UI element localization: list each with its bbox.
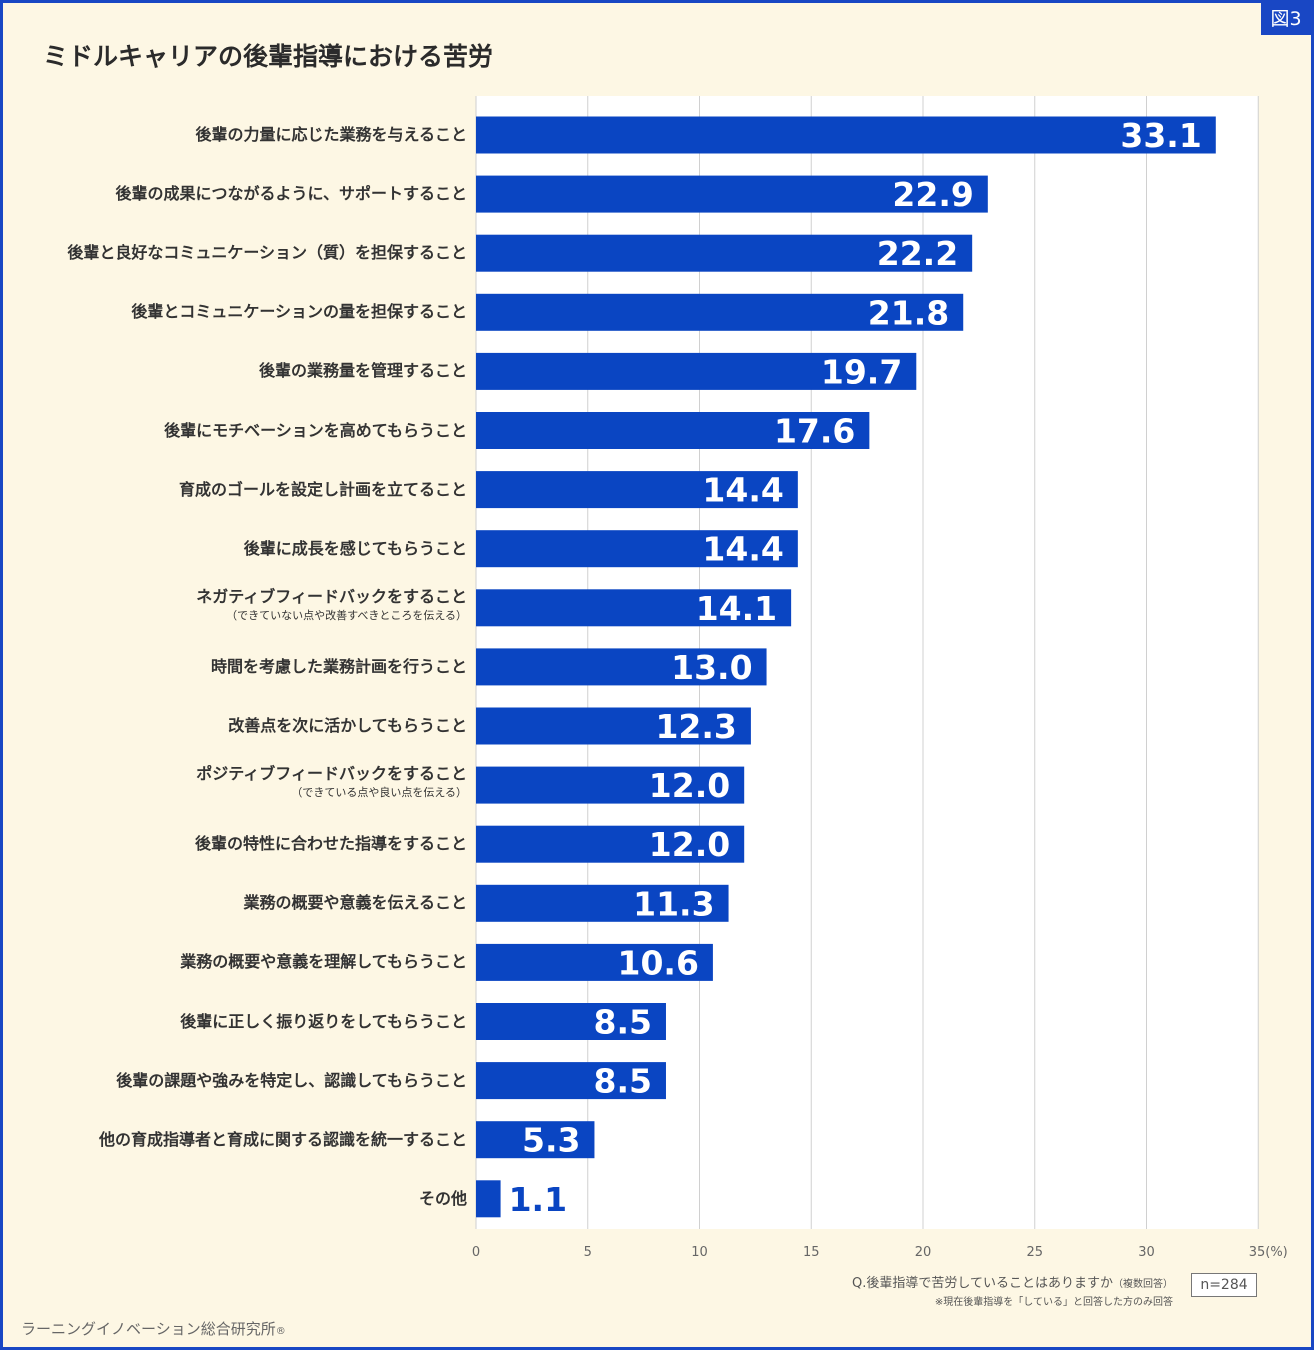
bar [476, 884, 729, 922]
bar [476, 648, 767, 686]
category-label: ポジティブフィードバックをすること （できている点や良い点を伝える） [3, 764, 467, 799]
category-label-text: ポジティブフィードバックをすること [196, 764, 467, 784]
question-note: Q.後輩指導で苦労していることはありますか（複数回答） [852, 1272, 1173, 1291]
data-label: 17.6 [774, 412, 855, 451]
source-name: ラーニングイノベーション総合研究所 [21, 1320, 276, 1338]
bar [476, 766, 745, 804]
bar [476, 707, 751, 745]
bar [476, 943, 713, 981]
bar [476, 293, 964, 331]
category-label-text: 時間を考慮した業務計画を行うこと [210, 656, 467, 676]
bar [476, 116, 1216, 154]
bar [476, 825, 745, 863]
category-label: 後輩に成長を感じてもらうこと [3, 539, 467, 558]
category-label: 業務の概要や意義を伝えること [3, 893, 467, 912]
category-sublabel: （できていない点や改善すべきところを伝える） [226, 608, 467, 622]
data-label: 22.2 [877, 234, 958, 273]
data-label: 14.1 [696, 589, 777, 628]
category-label-text: 後輩とコミュニケーションの量を担保すること [131, 302, 467, 322]
category-label: 後輩とコミュニケーションの量を担保すること [3, 302, 467, 321]
category-label-text: 後輩の力量に応じた業務を与えること [195, 125, 467, 144]
bar [476, 1003, 666, 1040]
category-label: 時間を考慮した業務計画を行うこと [3, 657, 467, 676]
question-suffix: （複数回答） [1113, 1279, 1173, 1290]
category-label-text: 後輩の課題や強みを特定し、認識してもらうこと [116, 1070, 467, 1090]
bar [476, 412, 870, 449]
category-label: 後輩にモチベーションを高めてもらうこと [3, 421, 467, 440]
category-label: 後輩の業務量を管理すること [3, 361, 467, 380]
category-label: 他の育成指導者と育成に関する認識を統一すること [3, 1130, 467, 1149]
category-label-text: 業務の概要や意義を理解してもらうこと [180, 952, 467, 972]
x-tick-label: 20 [915, 1245, 932, 1260]
category-label: 後輩の成果につながるように、サポートすること [3, 184, 467, 203]
category-label: 業務の概要や意義を理解してもらうこと [3, 952, 467, 971]
bar [476, 1062, 666, 1100]
category-label-text: 後輩に成長を感じてもらうこと [243, 538, 467, 558]
category-label: 後輩の特性に合わせた指導をすること [3, 834, 467, 853]
data-label: 21.8 [868, 293, 949, 332]
category-label: 後輩と良好なコミュニケーション（質）を担保すること [3, 243, 467, 262]
category-label: 後輩の課題や強みを特定し、認識してもらうこと [3, 1071, 467, 1090]
category-label-text: その他 [418, 1188, 467, 1208]
figure-badge: 図3 [1261, 3, 1311, 35]
sample-size-badge: n=284 [1191, 1273, 1257, 1297]
category-label: 育成のゴールを設定し計画を立てること [3, 480, 467, 499]
data-label: 13.0 [671, 648, 752, 687]
x-tick-label: 15 [803, 1245, 820, 1260]
data-label: 14.4 [702, 471, 783, 510]
bar [476, 1180, 501, 1218]
category-sublabel: （できている点や良い点を伝える） [291, 786, 467, 800]
category-label-text: 改善点を次に活かしてもらうこと [228, 716, 467, 735]
bar [476, 471, 798, 509]
category-label: 後輩に正しく振り返りをしてもらうこと [3, 1012, 467, 1031]
bar-chart: 0 5 10 15 20 25 30 35(%) 33.1 22.9 22.2 21.8 19.7 17.… [472, 96, 1288, 1260]
data-label: 12.0 [649, 825, 730, 864]
category-label-text: 後輩と良好なコミュニケーション（質）を担保すること [67, 243, 467, 263]
x-tick-label: 35(%) [1249, 1245, 1288, 1260]
data-label: 10.6 [617, 943, 698, 982]
category-label-text: 後輩の業務量を管理すること [258, 361, 467, 381]
data-label: 5.3 [522, 1121, 580, 1160]
data-label: 8.5 [594, 1003, 652, 1042]
category-label-text: 後輩にモチベーションを高めてもらうこと [164, 420, 467, 440]
bar [476, 352, 917, 390]
data-label: 22.9 [892, 175, 973, 214]
data-label: 12.0 [649, 766, 730, 805]
data-label: 11.3 [633, 884, 714, 923]
data-label: 19.7 [821, 352, 902, 391]
x-tick-label: 10 [691, 1245, 708, 1260]
bar [476, 234, 973, 272]
category-label: 後輩の力量に応じた業務を与えること [3, 125, 467, 144]
respondent-note: ※現在後輩指導を「している」と回答した方のみ回答 [934, 1297, 1173, 1308]
x-tick-label: 30 [1138, 1245, 1155, 1260]
bar [476, 589, 792, 627]
category-label-text: 他の育成指導者と育成に関する認識を統一すること [98, 1129, 467, 1149]
chart-title: ミドルキャリアの後輩指導における苦労 [43, 42, 494, 71]
source-credit: ラーニングイノベーション総合研究所® [21, 1318, 286, 1339]
category-label: 改善点を次に活かしてもらうこと [3, 716, 467, 735]
question-text: Q.後輩指導で苦労していることはありますか [852, 1276, 1113, 1291]
data-label: 12.3 [655, 707, 736, 746]
category-label-text: 後輩の特性に合わせた指導をすること [194, 834, 467, 854]
x-tick-label: 25 [1026, 1245, 1043, 1260]
category-label-text: 後輩の成果につながるように、サポートすること [115, 184, 467, 204]
bar [476, 530, 798, 568]
category-label-text: 業務の概要や意義を伝えること [243, 893, 467, 913]
category-label-text: 育成のゴールを設定し計画を立てること [178, 479, 467, 499]
registered-mark: ® [275, 1326, 286, 1337]
x-tick-label: 5 [584, 1245, 592, 1260]
data-label: 33.1 [1120, 116, 1201, 155]
category-label: ネガティブフィードバックをすること （できていない点や改善すべきところを伝える） [3, 587, 467, 622]
category-label-text: 後輩に正しく振り返りをしてもらうこと [180, 1011, 467, 1031]
x-tick-label: 0 [472, 1245, 480, 1260]
category-label: その他 [3, 1189, 467, 1208]
data-label: 8.5 [594, 1062, 652, 1101]
category-label-text: ネガティブフィードバックをすること [196, 586, 467, 606]
bar [476, 1121, 595, 1159]
bar [476, 175, 988, 213]
data-label: 1.1 [509, 1180, 567, 1219]
data-label: 14.4 [702, 530, 783, 569]
